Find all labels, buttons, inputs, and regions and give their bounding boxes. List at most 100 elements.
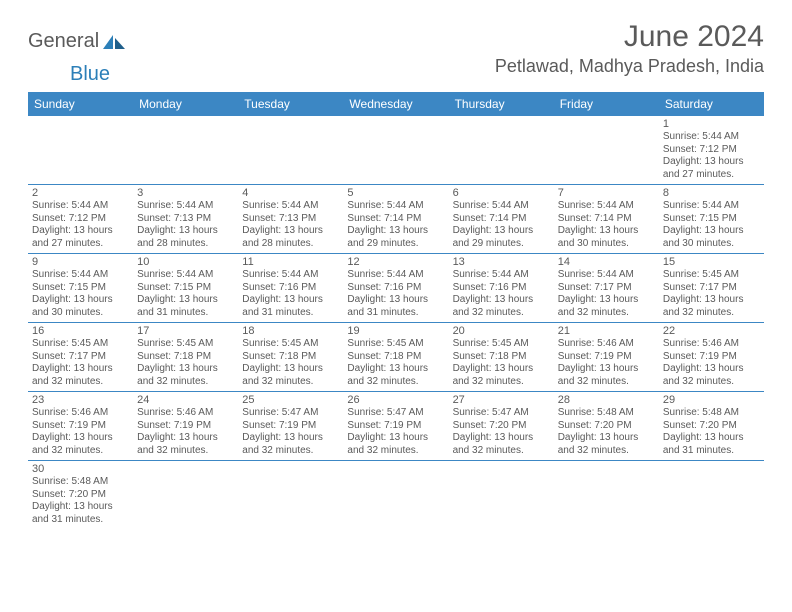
- calendar-cell: 29Sunrise: 5:48 AMSunset: 7:20 PMDayligh…: [659, 392, 764, 460]
- day-number: 23: [32, 394, 129, 406]
- calendar-cell: 1Sunrise: 5:44 AMSunset: 7:12 PMDaylight…: [659, 116, 764, 184]
- daylight-line: Daylight: 13 hours and 32 minutes.: [242, 363, 339, 388]
- calendar-cell: 17Sunrise: 5:45 AMSunset: 7:18 PMDayligh…: [133, 323, 238, 391]
- calendar-cell: 3Sunrise: 5:44 AMSunset: 7:13 PMDaylight…: [133, 185, 238, 253]
- day-number: 12: [347, 256, 444, 268]
- day-header: Saturday: [659, 92, 764, 116]
- calendar-cell-empty: [554, 116, 659, 184]
- day-number: 6: [453, 187, 550, 199]
- day-number: 9: [32, 256, 129, 268]
- month-title: June 2024: [495, 20, 764, 54]
- sunset-line: Sunset: 7:20 PM: [32, 489, 129, 502]
- sunrise-line: Sunrise: 5:44 AM: [558, 269, 655, 282]
- sunrise-line: Sunrise: 5:46 AM: [558, 338, 655, 351]
- calendar-cell: 16Sunrise: 5:45 AMSunset: 7:17 PMDayligh…: [28, 323, 133, 391]
- calendar-week: 1Sunrise: 5:44 AMSunset: 7:12 PMDaylight…: [28, 116, 764, 185]
- calendar-cell: 13Sunrise: 5:44 AMSunset: 7:16 PMDayligh…: [449, 254, 554, 322]
- calendar-cell: 26Sunrise: 5:47 AMSunset: 7:19 PMDayligh…: [343, 392, 448, 460]
- daylight-line: Daylight: 13 hours and 30 minutes.: [32, 294, 129, 319]
- sunset-line: Sunset: 7:17 PM: [663, 282, 760, 295]
- daylight-line: Daylight: 13 hours and 29 minutes.: [347, 225, 444, 250]
- daylight-line: Daylight: 13 hours and 28 minutes.: [137, 225, 234, 250]
- calendar-week: 30Sunrise: 5:48 AMSunset: 7:20 PMDayligh…: [28, 461, 764, 529]
- daylight-line: Daylight: 13 hours and 27 minutes.: [32, 225, 129, 250]
- sunset-line: Sunset: 7:13 PM: [242, 213, 339, 226]
- sunset-line: Sunset: 7:20 PM: [663, 420, 760, 433]
- calendar-cell-empty: [133, 461, 238, 529]
- sunrise-line: Sunrise: 5:44 AM: [137, 200, 234, 213]
- location-text: Petlawad, Madhya Pradesh, India: [495, 56, 764, 77]
- day-number: 11: [242, 256, 339, 268]
- day-number: 14: [558, 256, 655, 268]
- sunrise-line: Sunrise: 5:44 AM: [137, 269, 234, 282]
- sunset-line: Sunset: 7:16 PM: [453, 282, 550, 295]
- day-header: Monday: [133, 92, 238, 116]
- calendar-cell-empty: [238, 461, 343, 529]
- daylight-line: Daylight: 13 hours and 32 minutes.: [32, 363, 129, 388]
- day-header: Tuesday: [238, 92, 343, 116]
- daylight-line: Daylight: 13 hours and 32 minutes.: [347, 363, 444, 388]
- sunset-line: Sunset: 7:19 PM: [137, 420, 234, 433]
- daylight-line: Daylight: 13 hours and 27 minutes.: [663, 156, 760, 181]
- calendar-cell: 28Sunrise: 5:48 AMSunset: 7:20 PMDayligh…: [554, 392, 659, 460]
- calendar-cell: 22Sunrise: 5:46 AMSunset: 7:19 PMDayligh…: [659, 323, 764, 391]
- day-number: 26: [347, 394, 444, 406]
- daylight-line: Daylight: 13 hours and 31 minutes.: [663, 432, 760, 457]
- sunset-line: Sunset: 7:13 PM: [137, 213, 234, 226]
- sunrise-line: Sunrise: 5:44 AM: [32, 269, 129, 282]
- calendar-week: 9Sunrise: 5:44 AMSunset: 7:15 PMDaylight…: [28, 254, 764, 323]
- logo-text-1: General: [28, 30, 99, 53]
- sunset-line: Sunset: 7:19 PM: [558, 351, 655, 364]
- sunrise-line: Sunrise: 5:48 AM: [663, 407, 760, 420]
- calendar-cell: 19Sunrise: 5:45 AMSunset: 7:18 PMDayligh…: [343, 323, 448, 391]
- calendar-cell-empty: [343, 461, 448, 529]
- daylight-line: Daylight: 13 hours and 32 minutes.: [663, 294, 760, 319]
- daylight-line: Daylight: 13 hours and 30 minutes.: [663, 225, 760, 250]
- sunrise-line: Sunrise: 5:44 AM: [663, 131, 760, 144]
- sunset-line: Sunset: 7:19 PM: [32, 420, 129, 433]
- daylight-line: Daylight: 13 hours and 29 minutes.: [453, 225, 550, 250]
- day-number: 27: [453, 394, 550, 406]
- title-block: June 2024 Petlawad, Madhya Pradesh, Indi…: [495, 20, 764, 77]
- sunrise-line: Sunrise: 5:44 AM: [242, 200, 339, 213]
- calendar-weeks: 1Sunrise: 5:44 AMSunset: 7:12 PMDaylight…: [28, 116, 764, 529]
- daylight-line: Daylight: 13 hours and 31 minutes.: [347, 294, 444, 319]
- sunset-line: Sunset: 7:12 PM: [663, 144, 760, 157]
- sunrise-line: Sunrise: 5:48 AM: [558, 407, 655, 420]
- daylight-line: Daylight: 13 hours and 31 minutes.: [242, 294, 339, 319]
- sunset-line: Sunset: 7:18 PM: [347, 351, 444, 364]
- sunset-line: Sunset: 7:17 PM: [32, 351, 129, 364]
- calendar-cell: 12Sunrise: 5:44 AMSunset: 7:16 PMDayligh…: [343, 254, 448, 322]
- day-header: Wednesday: [343, 92, 448, 116]
- calendar-week: 16Sunrise: 5:45 AMSunset: 7:17 PMDayligh…: [28, 323, 764, 392]
- day-number: 20: [453, 325, 550, 337]
- daylight-line: Daylight: 13 hours and 32 minutes.: [32, 432, 129, 457]
- sunrise-line: Sunrise: 5:44 AM: [663, 200, 760, 213]
- sail-icon: [101, 33, 127, 51]
- sunrise-line: Sunrise: 5:45 AM: [663, 269, 760, 282]
- calendar-week: 2Sunrise: 5:44 AMSunset: 7:12 PMDaylight…: [28, 185, 764, 254]
- sunrise-line: Sunrise: 5:44 AM: [242, 269, 339, 282]
- day-number: 29: [663, 394, 760, 406]
- day-number: 18: [242, 325, 339, 337]
- sunset-line: Sunset: 7:19 PM: [663, 351, 760, 364]
- sunset-line: Sunset: 7:18 PM: [137, 351, 234, 364]
- sunrise-line: Sunrise: 5:45 AM: [347, 338, 444, 351]
- day-number: 28: [558, 394, 655, 406]
- sunrise-line: Sunrise: 5:44 AM: [347, 269, 444, 282]
- calendar-cell: 5Sunrise: 5:44 AMSunset: 7:14 PMDaylight…: [343, 185, 448, 253]
- sunrise-line: Sunrise: 5:45 AM: [32, 338, 129, 351]
- sunrise-line: Sunrise: 5:46 AM: [663, 338, 760, 351]
- day-number: 21: [558, 325, 655, 337]
- day-number: 22: [663, 325, 760, 337]
- calendar-cell: 24Sunrise: 5:46 AMSunset: 7:19 PMDayligh…: [133, 392, 238, 460]
- sunrise-line: Sunrise: 5:44 AM: [347, 200, 444, 213]
- daylight-line: Daylight: 13 hours and 28 minutes.: [242, 225, 339, 250]
- calendar-cell: 10Sunrise: 5:44 AMSunset: 7:15 PMDayligh…: [133, 254, 238, 322]
- sunrise-line: Sunrise: 5:47 AM: [453, 407, 550, 420]
- day-header: Sunday: [28, 92, 133, 116]
- sunrise-line: Sunrise: 5:47 AM: [242, 407, 339, 420]
- calendar-cell: 20Sunrise: 5:45 AMSunset: 7:18 PMDayligh…: [449, 323, 554, 391]
- calendar-cell-empty: [449, 461, 554, 529]
- daylight-line: Daylight: 13 hours and 30 minutes.: [558, 225, 655, 250]
